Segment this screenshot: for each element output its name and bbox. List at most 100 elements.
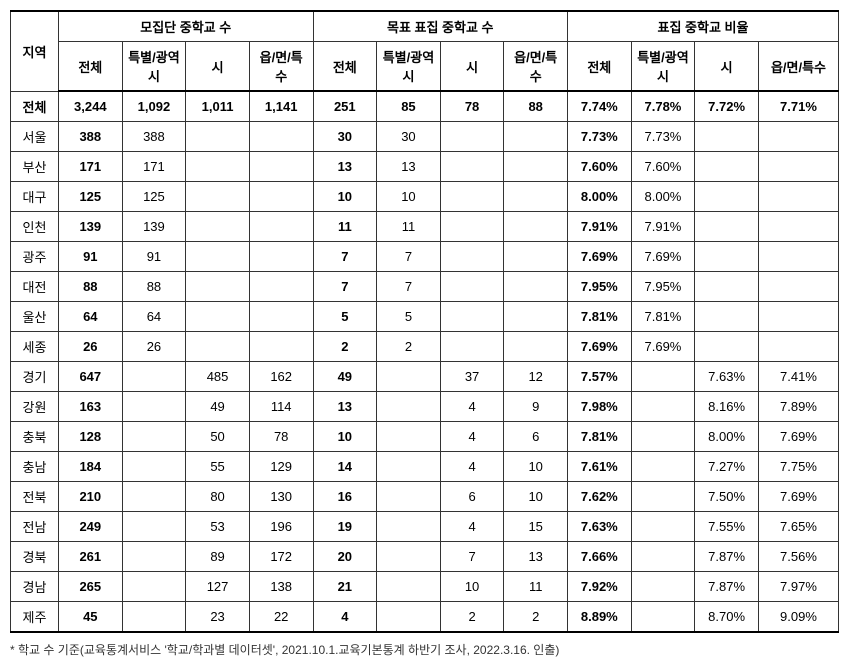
cell-p_city: 80: [186, 481, 250, 511]
cell-t_total: 49: [313, 361, 377, 391]
cell-region: 인천: [11, 211, 59, 241]
cell-p_rural: [249, 301, 313, 331]
cell-r_city: [695, 151, 759, 181]
cell-r_total: 7.62%: [568, 481, 632, 511]
cell-region: 충북: [11, 421, 59, 451]
cell-p_rural: [249, 181, 313, 211]
cell-p_total: 88: [59, 271, 123, 301]
cell-p_metro: 64: [122, 301, 186, 331]
cell-p_metro: [122, 361, 186, 391]
cell-r_city: 7.87%: [695, 571, 759, 601]
cell-t_total: 2: [313, 331, 377, 361]
cell-p_city: 485: [186, 361, 250, 391]
cell-p_city: [186, 271, 250, 301]
cell-r_city: 7.72%: [695, 91, 759, 121]
cell-t_metro: [377, 601, 441, 632]
cell-t_metro: 10: [377, 181, 441, 211]
table-row: 인천13913911117.91%7.91%: [11, 211, 839, 241]
cell-r_metro: 7.60%: [631, 151, 695, 181]
cell-t_total: 251: [313, 91, 377, 121]
cell-r_total: 7.60%: [568, 151, 632, 181]
cell-r_metro: 7.95%: [631, 271, 695, 301]
cell-r_total: 7.69%: [568, 331, 632, 361]
cell-r_city: [695, 301, 759, 331]
cell-p_city: [186, 121, 250, 151]
cell-t_city: [440, 241, 504, 271]
header-tgt-rural: 읍/면/특수: [504, 42, 568, 92]
table-row: 전북21080130166107.62%7.50%7.69%: [11, 481, 839, 511]
cell-region: 전북: [11, 481, 59, 511]
cell-region: 경북: [11, 541, 59, 571]
cell-p_rural: 172: [249, 541, 313, 571]
cell-t_total: 13: [313, 151, 377, 181]
cell-r_rural: 7.71%: [758, 91, 838, 121]
cell-p_total: 45: [59, 601, 123, 632]
table-row: 충남18455129144107.61%7.27%7.75%: [11, 451, 839, 481]
cell-r_total: 7.61%: [568, 451, 632, 481]
cell-region: 광주: [11, 241, 59, 271]
cell-t_city: 4: [440, 451, 504, 481]
cell-r_metro: 7.73%: [631, 121, 695, 151]
cell-r_total: 7.69%: [568, 241, 632, 271]
cell-t_rural: 9: [504, 391, 568, 421]
cell-p_city: 55: [186, 451, 250, 481]
cell-t_metro: 11: [377, 211, 441, 241]
cell-t_total: 10: [313, 421, 377, 451]
header-region: 지역: [11, 11, 59, 91]
cell-r_rural: 7.69%: [758, 421, 838, 451]
cell-t_rural: [504, 181, 568, 211]
cell-t_city: 4: [440, 391, 504, 421]
footnote: * 학교 수 기준(교육통계서비스 '학교/학과별 데이터셋', 2021.10…: [10, 641, 839, 658]
cell-p_total: 261: [59, 541, 123, 571]
cell-region: 경기: [11, 361, 59, 391]
cell-r_city: [695, 271, 759, 301]
cell-t_rural: [504, 211, 568, 241]
header-rat-metro: 특별/광역시: [631, 42, 695, 92]
table-row: 강원1634911413497.98%8.16%7.89%: [11, 391, 839, 421]
cell-r_rural: [758, 211, 838, 241]
cell-t_city: 7: [440, 541, 504, 571]
cell-t_city: [440, 271, 504, 301]
cell-region: 서울: [11, 121, 59, 151]
cell-r_rural: [758, 271, 838, 301]
cell-p_rural: 162: [249, 361, 313, 391]
cell-t_metro: [377, 391, 441, 421]
cell-p_total: 26: [59, 331, 123, 361]
cell-p_city: [186, 301, 250, 331]
cell-p_city: [186, 331, 250, 361]
cell-p_metro: 26: [122, 331, 186, 361]
cell-r_metro: [631, 451, 695, 481]
cell-p_total: 171: [59, 151, 123, 181]
cell-r_rural: 7.56%: [758, 541, 838, 571]
cell-p_city: 50: [186, 421, 250, 451]
cell-r_total: 8.89%: [568, 601, 632, 632]
cell-p_total: 91: [59, 241, 123, 271]
table-row: 경남2651271382110117.92%7.87%7.97%: [11, 571, 839, 601]
cell-p_total: 163: [59, 391, 123, 421]
table-row: 전체3,2441,0921,0111,1412518578887.74%7.78…: [11, 91, 839, 121]
cell-r_metro: [631, 481, 695, 511]
cell-t_rural: 15: [504, 511, 568, 541]
cell-t_metro: 85: [377, 91, 441, 121]
cell-r_total: 7.92%: [568, 571, 632, 601]
cell-t_metro: 7: [377, 241, 441, 271]
cell-p_total: 388: [59, 121, 123, 151]
cell-r_city: [695, 181, 759, 211]
cell-r_rural: [758, 181, 838, 211]
table-row: 충북128507810467.81%8.00%7.69%: [11, 421, 839, 451]
cell-r_metro: 7.69%: [631, 331, 695, 361]
cell-t_city: 6: [440, 481, 504, 511]
cell-region: 대전: [11, 271, 59, 301]
cell-p_city: 49: [186, 391, 250, 421]
cell-t_rural: [504, 331, 568, 361]
cell-p_metro: [122, 571, 186, 601]
cell-r_total: 7.91%: [568, 211, 632, 241]
cell-r_metro: [631, 391, 695, 421]
cell-p_rural: [249, 241, 313, 271]
cell-r_city: [695, 121, 759, 151]
cell-p_rural: 114: [249, 391, 313, 421]
cell-region: 전체: [11, 91, 59, 121]
header-pop-total: 전체: [59, 42, 123, 92]
cell-r_rural: 7.41%: [758, 361, 838, 391]
cell-p_rural: 196: [249, 511, 313, 541]
